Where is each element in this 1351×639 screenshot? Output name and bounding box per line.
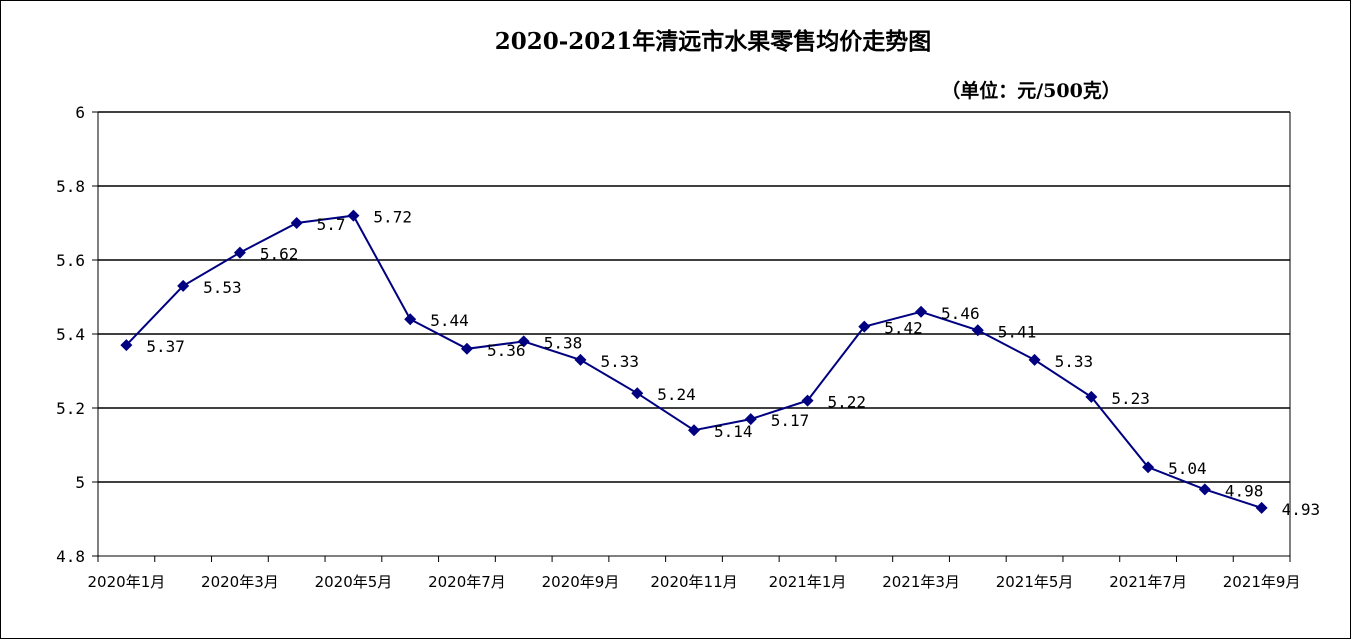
data-point-marker [1028, 353, 1041, 366]
y-tick-label: 5.6 [56, 251, 85, 270]
data-point-marker [631, 387, 644, 400]
data-label: 5.24 [657, 385, 696, 404]
data-labels: 5.37 5.53 5.62 5.7 5.72 5.44 5.36 5.38 5.33 5.24 5… [146, 208, 1320, 519]
data-point-marker [1198, 483, 1211, 496]
gridlines [98, 111, 1290, 483]
data-point-marker [460, 342, 473, 355]
data-point-marker [574, 353, 587, 366]
x-tick-label: 2020年9月 [542, 573, 620, 591]
data-label: 5.42 [884, 319, 923, 338]
data-label: 5.22 [828, 393, 867, 412]
x-tick-label: 2021年1月 [769, 573, 847, 591]
data-label: 5.41 [998, 322, 1037, 341]
y-tick-label: 5.4 [56, 325, 85, 344]
y-tick-label: 4.8 [56, 547, 85, 566]
axes [92, 111, 1291, 562]
x-tick-label: 2020年11月 [650, 573, 737, 591]
data-label: 4.98 [1225, 481, 1264, 500]
data-point-marker [517, 335, 530, 348]
data-label: 5.53 [203, 278, 242, 297]
data-label: 5.7 [317, 215, 346, 234]
data-label: 4.93 [1282, 500, 1321, 519]
data-label: 5.33 [600, 352, 639, 371]
data-point-marker [347, 209, 360, 222]
data-point-marker [801, 394, 814, 407]
data-label: 5.14 [714, 422, 753, 441]
y-tick-label: 6 [75, 103, 85, 122]
data-point-marker [1085, 390, 1098, 403]
data-label: 5.62 [260, 245, 299, 264]
x-tick-label: 2020年7月 [428, 573, 506, 591]
data-point-marker [177, 279, 190, 292]
x-axis-ticks: 2020年1月 2020年3月 2020年5月 2020年7月 2020年9月 2020年… [88, 573, 1301, 591]
data-label: 5.23 [1111, 389, 1150, 408]
x-tick-label: 2021年9月 [1223, 573, 1301, 591]
data-point-marker [233, 246, 246, 259]
data-point-marker [1255, 501, 1268, 514]
y-tick-label: 5 [75, 473, 85, 492]
x-tick-label: 2021年7月 [1109, 573, 1187, 591]
data-label: 5.36 [487, 341, 526, 360]
x-tick-label: 2021年3月 [882, 573, 960, 591]
y-axis-ticks: 4.8 5 5.2 5.4 5.6 5.8 6 [56, 103, 85, 566]
x-tick-label: 2020年5月 [315, 573, 393, 591]
data-label: 5.46 [941, 304, 980, 323]
data-label: 5.04 [1168, 459, 1207, 478]
data-label: 5.17 [771, 411, 810, 430]
data-point-marker [120, 339, 133, 352]
data-label: 5.38 [544, 333, 583, 352]
unit-label: （单位：元/500克） [941, 79, 1121, 102]
data-point-marker [915, 305, 928, 318]
x-tick-label: 2021年5月 [996, 573, 1074, 591]
data-label: 5.44 [430, 311, 469, 330]
x-tick-label: 2020年3月 [201, 573, 279, 591]
y-tick-label: 5.2 [56, 399, 85, 418]
data-point-marker [404, 313, 417, 326]
data-point-marker [744, 413, 757, 426]
data-label: 5.33 [1055, 352, 1094, 371]
series-markers [120, 209, 1268, 514]
data-point-marker [688, 424, 700, 437]
data-point-marker [971, 324, 984, 337]
chart-title: 2020-2021年清远市水果零售均价走势图 [495, 28, 932, 55]
x-tick-label: 2020年1月 [88, 573, 166, 591]
data-label: 5.37 [146, 337, 185, 356]
data-label: 5.72 [373, 208, 412, 227]
data-point-marker [290, 217, 303, 229]
y-tick-label: 5.8 [56, 177, 85, 196]
data-point-marker [858, 320, 871, 333]
data-point-marker [1142, 461, 1155, 474]
